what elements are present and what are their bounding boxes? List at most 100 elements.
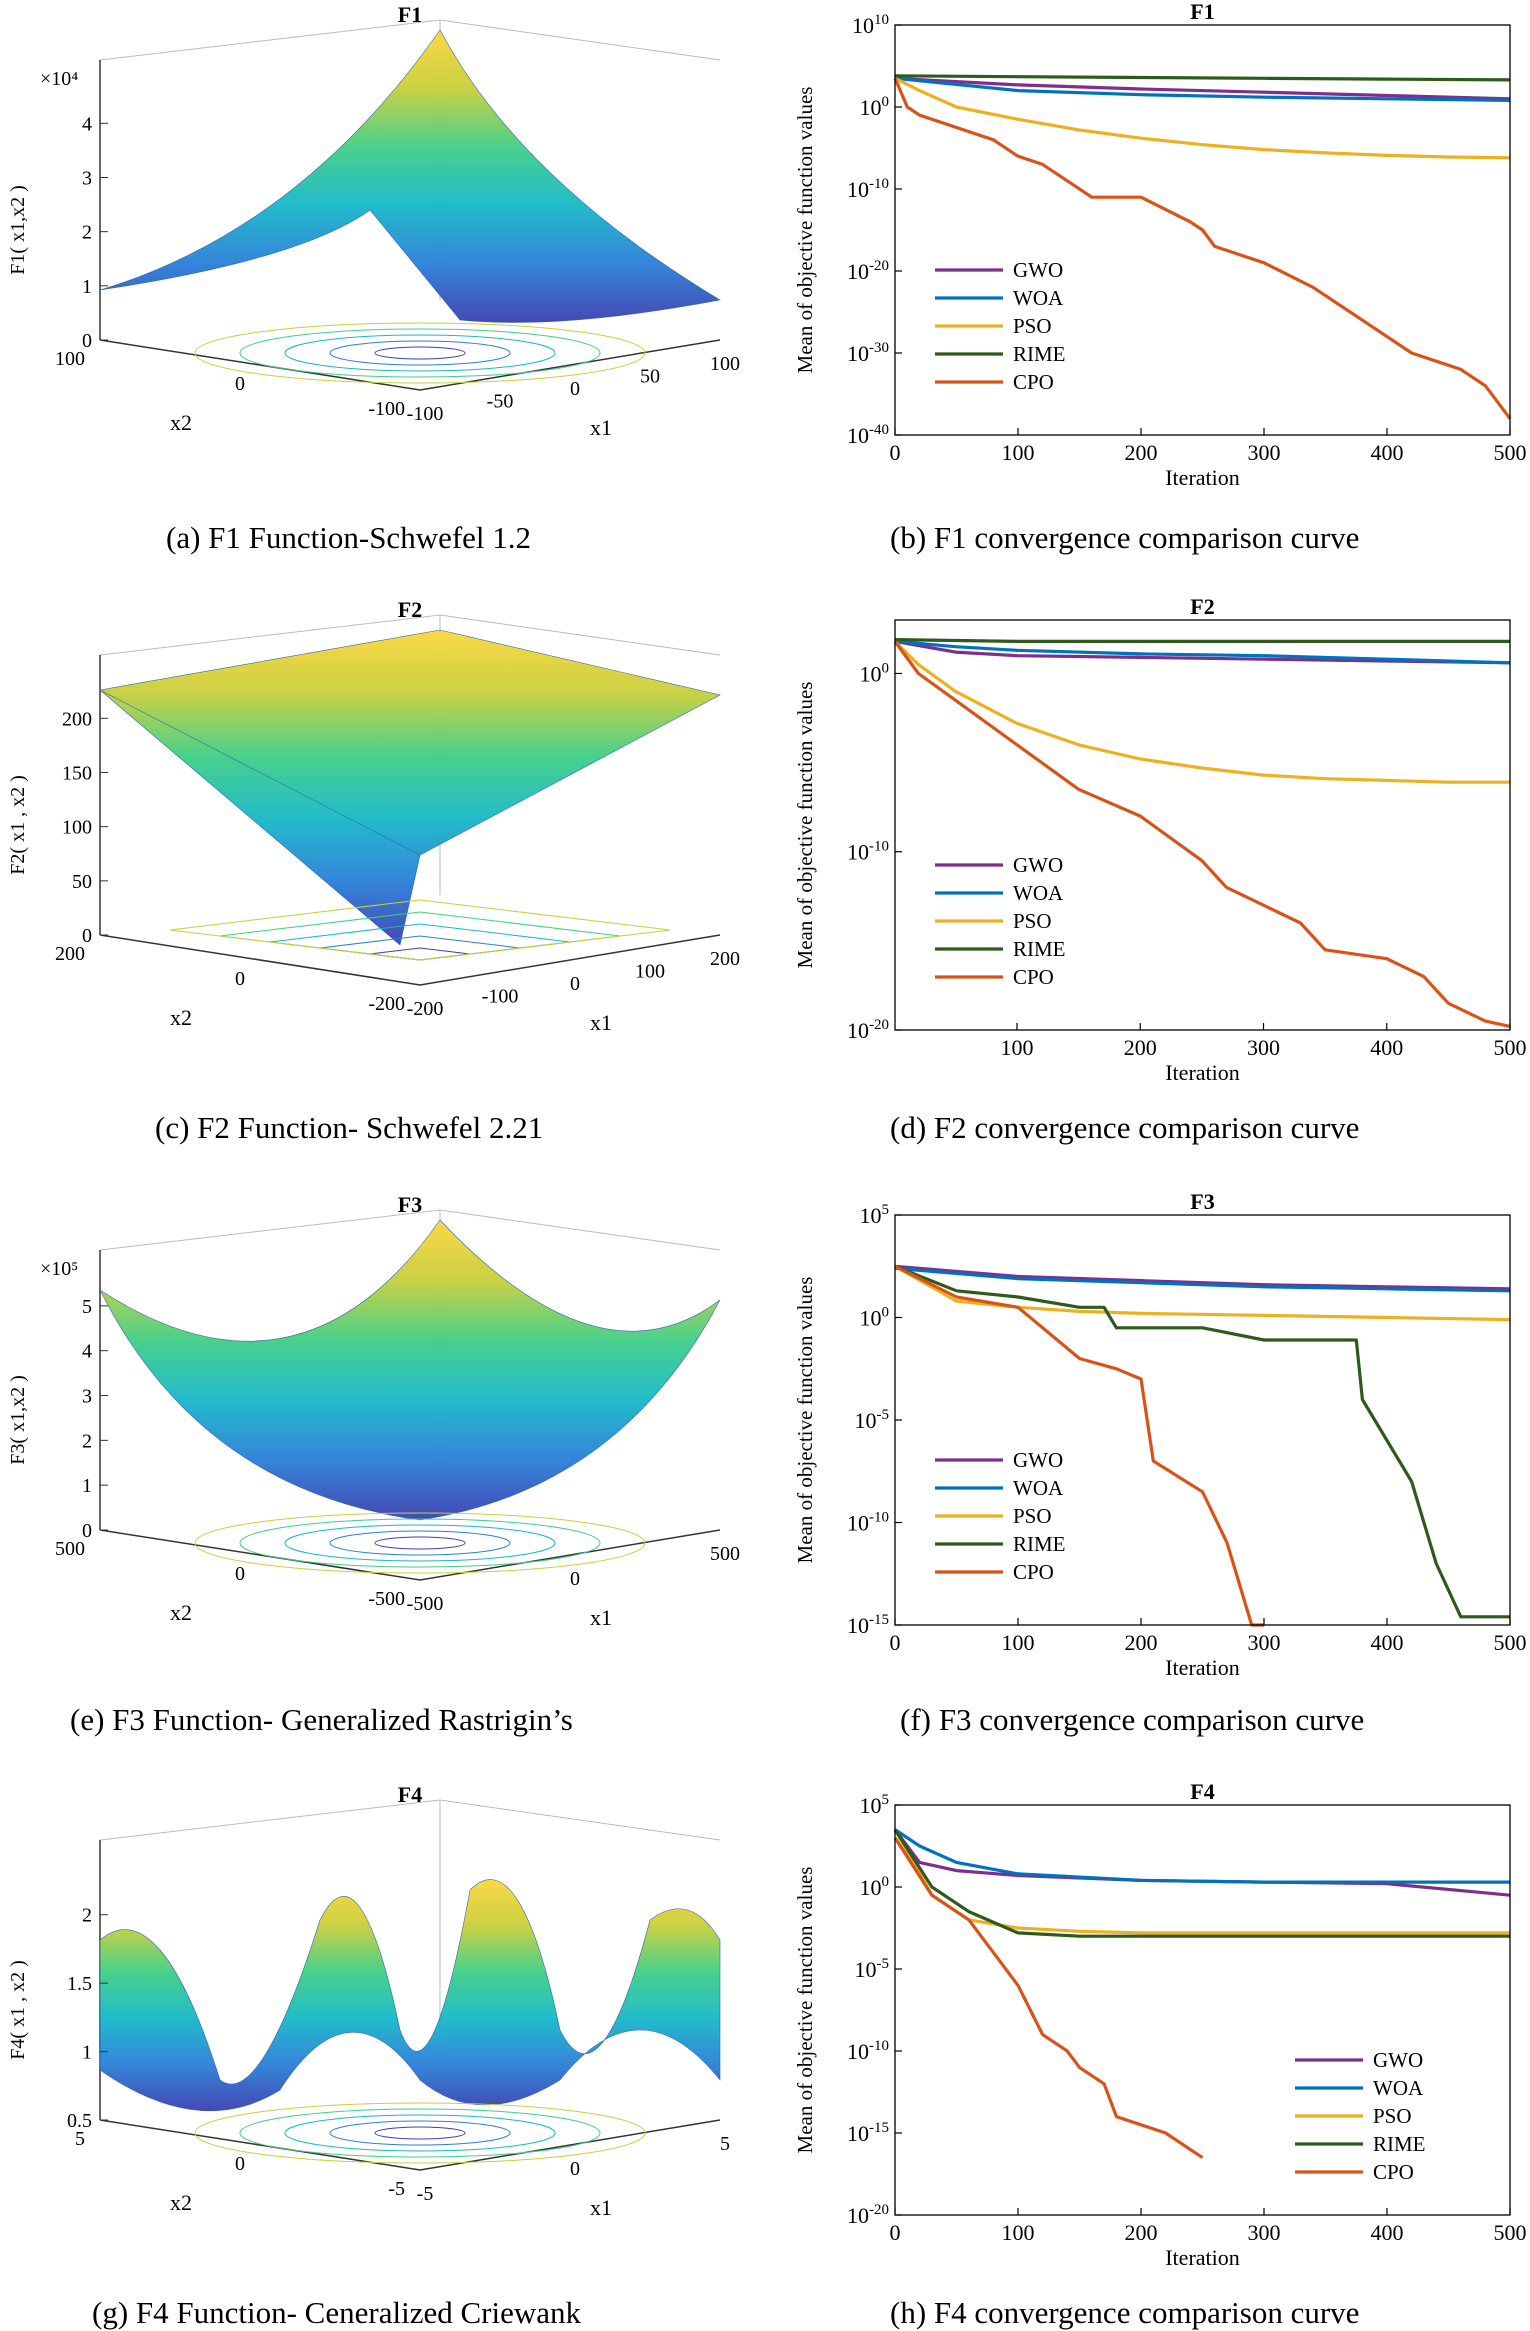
x-axis-label: Iteration [1165,465,1240,490]
x1-tick-label: -100 [482,986,519,1008]
legend-label-gwo: GWO [1373,2048,1423,2072]
y-tick-label: 10-40 [847,422,889,448]
x-tick-label: 0 [890,440,901,465]
series-line-rime [894,638,1510,644]
caption-f: (f) F3 convergence comparison curve [900,1702,1365,1737]
caption-b: (b) F1 convergence comparison curve [890,520,1360,555]
convergence-svg-f2: F2 100 200 300 400 500 100 10-10 10-20 Iteration M… [793,594,1527,1085]
z-tick-label: 1 [82,276,92,298]
x1-tick-label: 0 [570,2158,580,2180]
z-tick-label: 200 [62,708,92,730]
z-tick-label: 50 [72,871,92,893]
x1-tick-label: -5 [417,2183,434,2205]
plot-frame [894,24,1511,436]
series-line-gwo [894,639,1511,665]
legend-label-rime: RIME [1373,2132,1426,2156]
chart-title: F2 [1190,595,1214,619]
contour-line [194,322,646,384]
y-tick-label: 10-20 [847,258,889,284]
contour-line [374,1536,466,1550]
x-tick-label: 400 [1370,1035,1403,1060]
legend-label-woa: WOA [1013,1476,1064,1500]
y-tick-label: 100 [860,94,890,120]
contour-line [284,1524,556,1562]
x1-axis-label: x1 [590,1605,612,1630]
x1-tick-label: -50 [487,391,514,413]
z-tick-label: 0 [82,1520,92,1542]
surface-mesh [99,629,721,946]
x-axis-label: Iteration [1165,2245,1240,2270]
x-tick-label: 400 [1371,440,1404,465]
legend-label-woa: WOA [1013,286,1064,310]
x-tick-label: 300 [1248,2220,1281,2245]
x1-axis-label: x1 [590,2195,612,2220]
y-tick-label: 10-15 [847,1612,889,1638]
x1-tick-label: -100 [407,403,444,425]
caption-a: (a) F1 Function-Schwefel 1.2 [166,520,532,555]
contour-line [194,1512,646,1574]
x-tick-label: 200 [1125,440,1158,465]
x-tick-label: 100 [1001,1035,1034,1060]
legend-label-pso: PSO [1013,1504,1052,1528]
contour-line [239,1518,601,1568]
x2-tick-label: -500 [368,1588,405,1610]
x-tick-label: 500 [1494,1630,1527,1655]
x1-tick-label: 5 [720,2133,730,2155]
z-multiplier: ×10⁴ [40,68,78,90]
x-tick-label: 200 [1125,2220,1158,2245]
x1-tick-label: 100 [635,961,665,983]
x1-tick-label: 0 [570,378,580,400]
contour-line [329,1530,511,1556]
legend-label-woa: WOA [1373,2076,1424,2100]
x-tick-label: 400 [1371,1630,1404,1655]
chart-title: F4 [1190,1780,1214,1804]
x1-tick-label: 0 [570,973,580,995]
legend-label-gwo: GWO [1013,1448,1063,1472]
legend-label-pso: PSO [1013,314,1052,338]
contour-line [374,346,466,360]
y-tick-label: 10-10 [847,1510,889,1536]
convergence-panel-f3: F3 0 100 200 300 400 500 105 100 10-5 10-10 10-15 It… [780,1189,1530,1690]
series-line-gwo [894,1264,1511,1291]
series-line-cpo [893,77,1512,420]
contour-line [194,2102,646,2164]
x-tick-label: 500 [1494,440,1527,465]
legend-label-pso: PSO [1373,2104,1412,2128]
y-tick-label: 105 [860,1202,890,1228]
y-tick-label: 10-5 [855,1956,890,1982]
x2-tick-label: -100 [368,398,405,420]
legend-label-woa: WOA [1013,881,1064,905]
x1-axis-label: x1 [590,1010,612,1035]
series-line-pso [894,76,1511,160]
surface-panel-f4: F4 0.5 1 1.5 2 F4( x1 , x2 ) -5 0 5 5 0 -5 x1 x2 [0,1780,760,2270]
series-line-rime [894,1264,1510,1619]
floor-edges [99,339,721,391]
contour-line [369,947,471,961]
legend-label-cpo: CPO [1373,2160,1414,2184]
x-tick-label: 300 [1248,1630,1281,1655]
series-line-cpo [894,1264,1264,1627]
x-tick-label: 100 [1002,2220,1035,2245]
contour-line [329,340,511,366]
caption-d: (d) F2 convergence comparison curve [890,1110,1360,1145]
z-tick-label: 2 [82,1430,92,1452]
series-line-pso [894,1264,1511,1322]
series-line-woa [894,639,1511,665]
series-line-pso [893,640,1510,784]
legend-label-gwo: GWO [1013,258,1063,282]
y-tick-label: 1010 [852,12,889,38]
series-line-gwo [894,76,1511,101]
contour-line [239,2108,601,2158]
contour-line [329,2120,511,2146]
z-tick-label: 2 [82,1905,92,1927]
x1-tick-label: 100 [710,353,740,375]
z-tick-label: 1.5 [67,1973,92,1995]
x2-tick-label: 100 [55,348,85,370]
surface-mesh [99,29,721,323]
floor-edges [99,2119,721,2171]
series-line-rime [894,74,1511,82]
x-tick-label: 100 [1002,440,1035,465]
